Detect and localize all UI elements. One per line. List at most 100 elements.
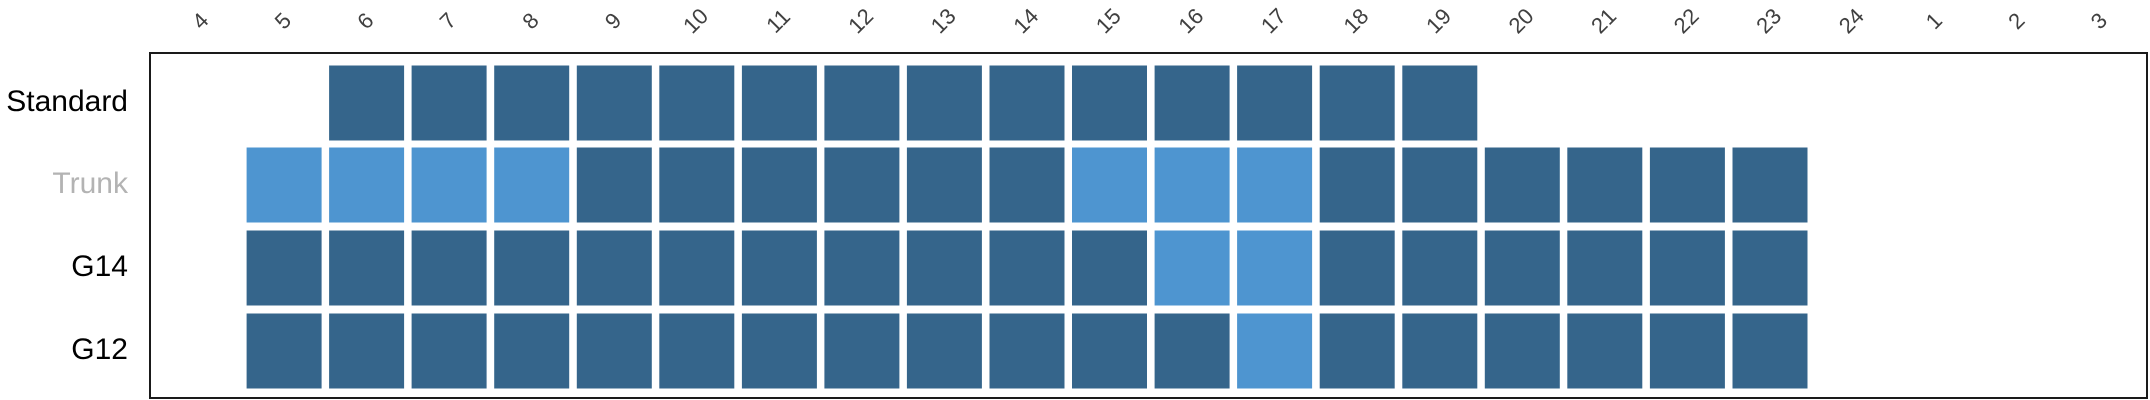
heatmap-cell xyxy=(1237,65,1313,141)
heatmap-cell xyxy=(576,230,652,306)
heatmap-cell xyxy=(1319,230,1395,306)
heatmap-cell xyxy=(1567,313,1643,389)
heatmap-cell xyxy=(659,313,735,389)
heatmap-cell xyxy=(1319,65,1395,141)
heatmap-cell xyxy=(741,313,817,389)
row-label-standard: Standard xyxy=(6,85,128,118)
heatmap-cell xyxy=(1072,147,1147,223)
heatmap-cell xyxy=(1072,65,1147,141)
hour-tick-label: 6 xyxy=(352,8,378,34)
heatmap-cell xyxy=(246,230,322,306)
heatmap-cell xyxy=(1072,313,1147,389)
hour-tick-label: 21 xyxy=(1586,3,1621,38)
hour-tick-label: 23 xyxy=(1751,3,1786,38)
heatmap-cell xyxy=(906,147,982,223)
heatmap-cell xyxy=(824,230,900,306)
heatmap-cell xyxy=(494,313,570,389)
heatmap-cell xyxy=(329,147,405,223)
heatmap-cell xyxy=(659,230,735,306)
heatmap-cell xyxy=(411,230,487,306)
heatmap-cell xyxy=(824,313,900,389)
hour-tick-label: 9 xyxy=(600,8,626,34)
row-label-g12: G12 xyxy=(71,333,128,366)
heatmap-cell xyxy=(329,313,405,389)
heatmap-cell xyxy=(576,65,652,141)
heatmap-cell xyxy=(1237,230,1313,306)
heatmap-cell xyxy=(1154,65,1230,141)
heatmap-cell xyxy=(411,313,487,389)
hour-tick-label: 10 xyxy=(678,3,713,38)
heatmap-cell xyxy=(1402,65,1478,141)
heatmap-cell xyxy=(494,230,570,306)
heatmap-cell xyxy=(494,147,570,223)
heatmap-cell xyxy=(1567,230,1643,306)
hour-tick-label: 19 xyxy=(1421,3,1456,38)
heatmap-cell xyxy=(1649,147,1725,223)
heatmap-cell xyxy=(906,65,982,141)
hour-tick-label: 24 xyxy=(1834,3,1869,38)
heatmap-cell xyxy=(1484,313,1560,389)
heatmap-cell xyxy=(1732,230,1808,306)
heatmap-cell xyxy=(989,313,1065,389)
heatmap-cell xyxy=(576,147,652,223)
heatmap-cell xyxy=(1154,147,1230,223)
heatmap-cell xyxy=(246,147,322,223)
hour-tick-label: 1 xyxy=(1921,8,1947,34)
heatmap-cell xyxy=(1649,313,1725,389)
heatmap-cells xyxy=(246,65,1808,389)
hour-tick-label: 12 xyxy=(843,3,878,38)
heatmap-cell xyxy=(1154,313,1230,389)
hour-tick-label: 8 xyxy=(517,8,543,34)
heatmap-cell xyxy=(1732,313,1808,389)
hour-tick-label: 17 xyxy=(1256,3,1291,38)
hour-axis-labels: 4 5 6 7 8 9 10 11 12 13 14 15 16 17 18 19 20 21 22 23 24 1 2 3 xyxy=(187,3,2112,38)
heatmap-cell xyxy=(1237,147,1313,223)
hour-tick-label: 13 xyxy=(926,3,961,38)
heatmap-cell xyxy=(1072,230,1147,306)
heatmap-cell xyxy=(1402,313,1478,389)
heatmap-cell xyxy=(1484,147,1560,223)
heatmap-cell xyxy=(1319,313,1395,389)
heatmap-cell xyxy=(824,65,900,141)
heatmap-cell xyxy=(246,313,322,389)
heatmap-cell xyxy=(329,230,405,306)
heatmap-cell xyxy=(494,65,570,141)
hour-tick-label: 2 xyxy=(2003,8,2029,34)
heatmap-cell xyxy=(1402,230,1478,306)
heatmap-cell xyxy=(1319,147,1395,223)
heatmap-cell xyxy=(824,147,900,223)
hour-tick-label: 20 xyxy=(1504,3,1539,38)
heatmap-cell xyxy=(1732,147,1808,223)
heatmap-cell xyxy=(989,147,1065,223)
heatmap-cell xyxy=(989,65,1065,141)
hour-tick-label: 7 xyxy=(435,8,461,34)
heatmap-cell xyxy=(1237,313,1313,389)
heatmap-cell xyxy=(1649,230,1725,306)
row-labels: Standard Trunk G14 G12 xyxy=(6,85,129,366)
heatmap-cell xyxy=(741,230,817,306)
hour-tick-label: 5 xyxy=(270,8,296,34)
hour-tick-label: 11 xyxy=(761,4,795,38)
heatmap-cell xyxy=(329,65,405,141)
hour-tick-label: 4 xyxy=(187,8,213,34)
heatmap-cell xyxy=(576,313,652,389)
heatmap-cell xyxy=(989,230,1065,306)
heatmap-cell xyxy=(659,65,735,141)
hour-tick-label: 22 xyxy=(1669,3,1704,38)
heatmap-cell xyxy=(659,147,735,223)
heatmap-cell xyxy=(906,313,982,389)
row-label-g14: G14 xyxy=(71,250,128,283)
hour-tick-label: 16 xyxy=(1173,3,1208,38)
heatmap-cell xyxy=(411,65,487,141)
heatmap-cell xyxy=(411,147,487,223)
heatmap-cell xyxy=(741,147,817,223)
hour-tick-label: 18 xyxy=(1339,3,1374,38)
row-label-trunk: Trunk xyxy=(52,167,129,200)
heatmap-cell xyxy=(1567,147,1643,223)
hour-tick-label: 14 xyxy=(1008,3,1043,38)
heatmap-cell xyxy=(1402,147,1478,223)
heatmap-cell xyxy=(741,65,817,141)
hour-tick-label: 3 xyxy=(2086,8,2112,34)
hour-tick-label: 15 xyxy=(1091,3,1126,38)
